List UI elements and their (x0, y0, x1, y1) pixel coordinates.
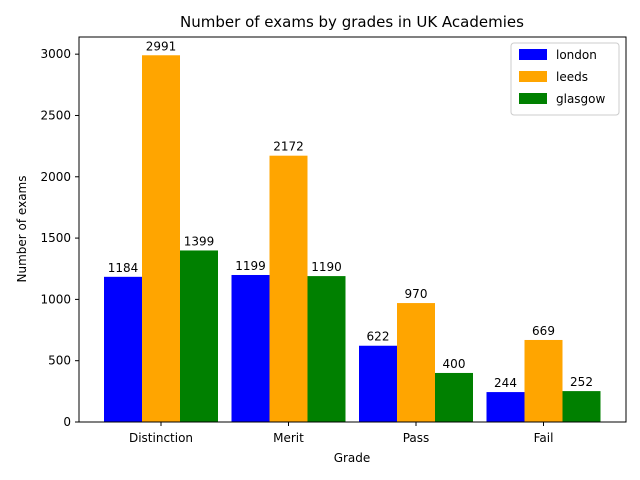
data-label-london-pass: 622 (367, 330, 390, 344)
bar-leeds-pass (397, 303, 435, 422)
data-label-london-fail: 244 (494, 376, 517, 390)
bar-leeds-merit (269, 155, 308, 422)
bar-glasgow-merit (307, 276, 346, 422)
y-axis-label: Number of exams (15, 176, 29, 283)
data-label-glasgow-merit: 1190 (311, 260, 342, 274)
plot-frame (78, 36, 627, 423)
data-label-leeds-pass: 970 (405, 287, 428, 301)
data-label-london-merit: 1199 (235, 259, 266, 273)
x-axis: Distinction Merit Pass Fail (129, 422, 553, 445)
bar-glasgow-distinction (180, 250, 218, 422)
data-label-glasgow-pass: 400 (443, 357, 466, 371)
y-tick-label: 2000 (40, 170, 71, 184)
legend-swatch-leeds (519, 71, 547, 82)
bar-london-fail (486, 392, 525, 422)
x-tick-label-distinction: Distinction (129, 431, 193, 445)
y-tick-label: 1000 (40, 292, 71, 306)
legend: london leeds glasgow (510, 42, 620, 116)
legend-swatch-glasgow (519, 93, 547, 104)
x-tick-label-pass: Pass (403, 431, 430, 445)
y-tick-label: 0 (63, 415, 71, 429)
bar-leeds-distinction (142, 55, 180, 423)
bar-london-merit (231, 274, 270, 422)
data-label-leeds-fail: 669 (532, 324, 555, 338)
legend-label-london: london (556, 48, 597, 62)
bar-glasgow-fail (562, 391, 601, 422)
x-tick-label-merit: Merit (273, 431, 304, 445)
bar-leeds-fail (524, 339, 563, 422)
legend-label-glasgow: glasgow (556, 92, 606, 106)
data-label-glasgow-distinction: 1399 (184, 234, 215, 248)
bar-london-pass (359, 345, 397, 422)
data-labels-group: 1184 2991 1399 1199 2172 1190 622 970 400 244 669 2… (108, 39, 593, 390)
data-label-london-distinction: 1184 (108, 261, 139, 275)
bars-group (104, 55, 601, 423)
x-tick-label-fail: Fail (534, 431, 554, 445)
chart-title: Number of exams by grades in UK Academie… (180, 13, 524, 31)
bar-glasgow-pass (435, 372, 473, 422)
data-label-glasgow-fail: 252 (570, 375, 593, 389)
legend-label-leeds: leeds (556, 70, 588, 84)
y-axis: 0 500 1000 1500 2000 2500 3000 (40, 47, 79, 429)
data-label-leeds-merit: 2172 (273, 140, 304, 154)
data-label-leeds-distinction: 2991 (146, 39, 177, 53)
bar-london-distinction (104, 276, 142, 422)
y-tick-label: 1500 (40, 231, 71, 245)
y-tick-label: 500 (48, 354, 71, 368)
legend-swatch-london (519, 49, 547, 60)
x-axis-label: Grade (334, 451, 371, 465)
y-tick-label: 3000 (40, 47, 71, 61)
y-tick-label: 2500 (40, 108, 71, 122)
